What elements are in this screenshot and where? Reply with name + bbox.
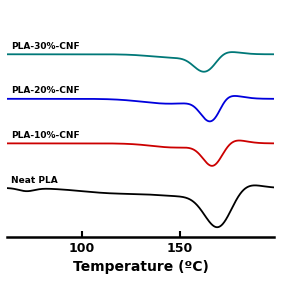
Text: Neat PLA: Neat PLA bbox=[11, 176, 58, 185]
X-axis label: Temperature (ºC): Temperature (ºC) bbox=[72, 260, 209, 274]
Text: PLA-30%-CNF: PLA-30%-CNF bbox=[11, 42, 80, 51]
Text: PLA-20%-CNF: PLA-20%-CNF bbox=[11, 86, 80, 95]
Text: PLA-10%-CNF: PLA-10%-CNF bbox=[11, 131, 80, 140]
